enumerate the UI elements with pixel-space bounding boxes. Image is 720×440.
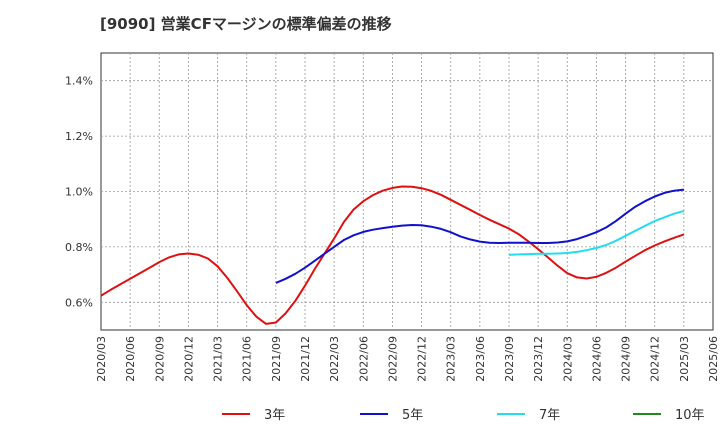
x-axis-ticks: 2020/03 2020/06 2020/09 2020/12 2021/03 2021/… (95, 336, 720, 382)
x-tick-label: 2021/03 (212, 336, 225, 382)
series-line-0 (100, 185, 685, 325)
legend-label-0: 3年 (264, 408, 285, 423)
x-tick-label: 2022/09 (386, 336, 399, 382)
x-tick-label: 2025/06 (707, 336, 720, 382)
x-tick-label: 2022/03 (328, 336, 341, 382)
x-tick-label: 2020/06 (124, 336, 137, 382)
x-tick-label: 2023/06 (474, 336, 487, 382)
legend-label-1: 5年 (402, 408, 423, 423)
x-tick-label: 2023/12 (532, 336, 545, 382)
x-tick-label: 2025/03 (678, 336, 691, 382)
y-tick-label: 0.8% (65, 241, 93, 254)
series-line-2 (508, 209, 685, 256)
series-line-1 (275, 188, 685, 284)
x-tick-label: 2021/12 (299, 336, 312, 382)
x-tick-label: 2022/06 (357, 336, 370, 382)
y-tick-label: 1.0% (65, 186, 93, 199)
x-tick-label: 2022/12 (416, 336, 429, 382)
legend-label-2: 7年 (539, 408, 560, 423)
x-tick-label: 2021/06 (241, 336, 254, 382)
y-tick-label: 0.6% (65, 296, 93, 309)
chart-title: [9090] 営業CFマージンの標準偏差の推移 (100, 15, 392, 33)
legend-label-3: 10年 (675, 408, 705, 423)
y-tick-label: 1.2% (65, 130, 93, 143)
x-tick-label: 2023/03 (445, 336, 458, 382)
grid-lines (101, 53, 713, 330)
x-tick-label: 2020/03 (95, 336, 108, 382)
series-lines (100, 185, 685, 325)
legend: 3年 5年 7年 10年 (222, 408, 705, 423)
y-axis-ticks: 0.6% 0.8% 1.0% 1.2% 1.4% (65, 75, 93, 310)
x-tick-label: 2023/09 (503, 336, 516, 382)
x-tick-label: 2024/06 (590, 336, 603, 382)
x-tick-label: 2024/09 (620, 336, 633, 382)
x-tick-label: 2024/12 (649, 336, 662, 382)
x-tick-label: 2020/09 (153, 336, 166, 382)
x-tick-label: 2020/12 (182, 336, 195, 382)
x-tick-label: 2024/03 (561, 336, 574, 382)
x-tick-label: 2021/09 (270, 336, 283, 382)
y-tick-label: 1.4% (65, 75, 93, 88)
